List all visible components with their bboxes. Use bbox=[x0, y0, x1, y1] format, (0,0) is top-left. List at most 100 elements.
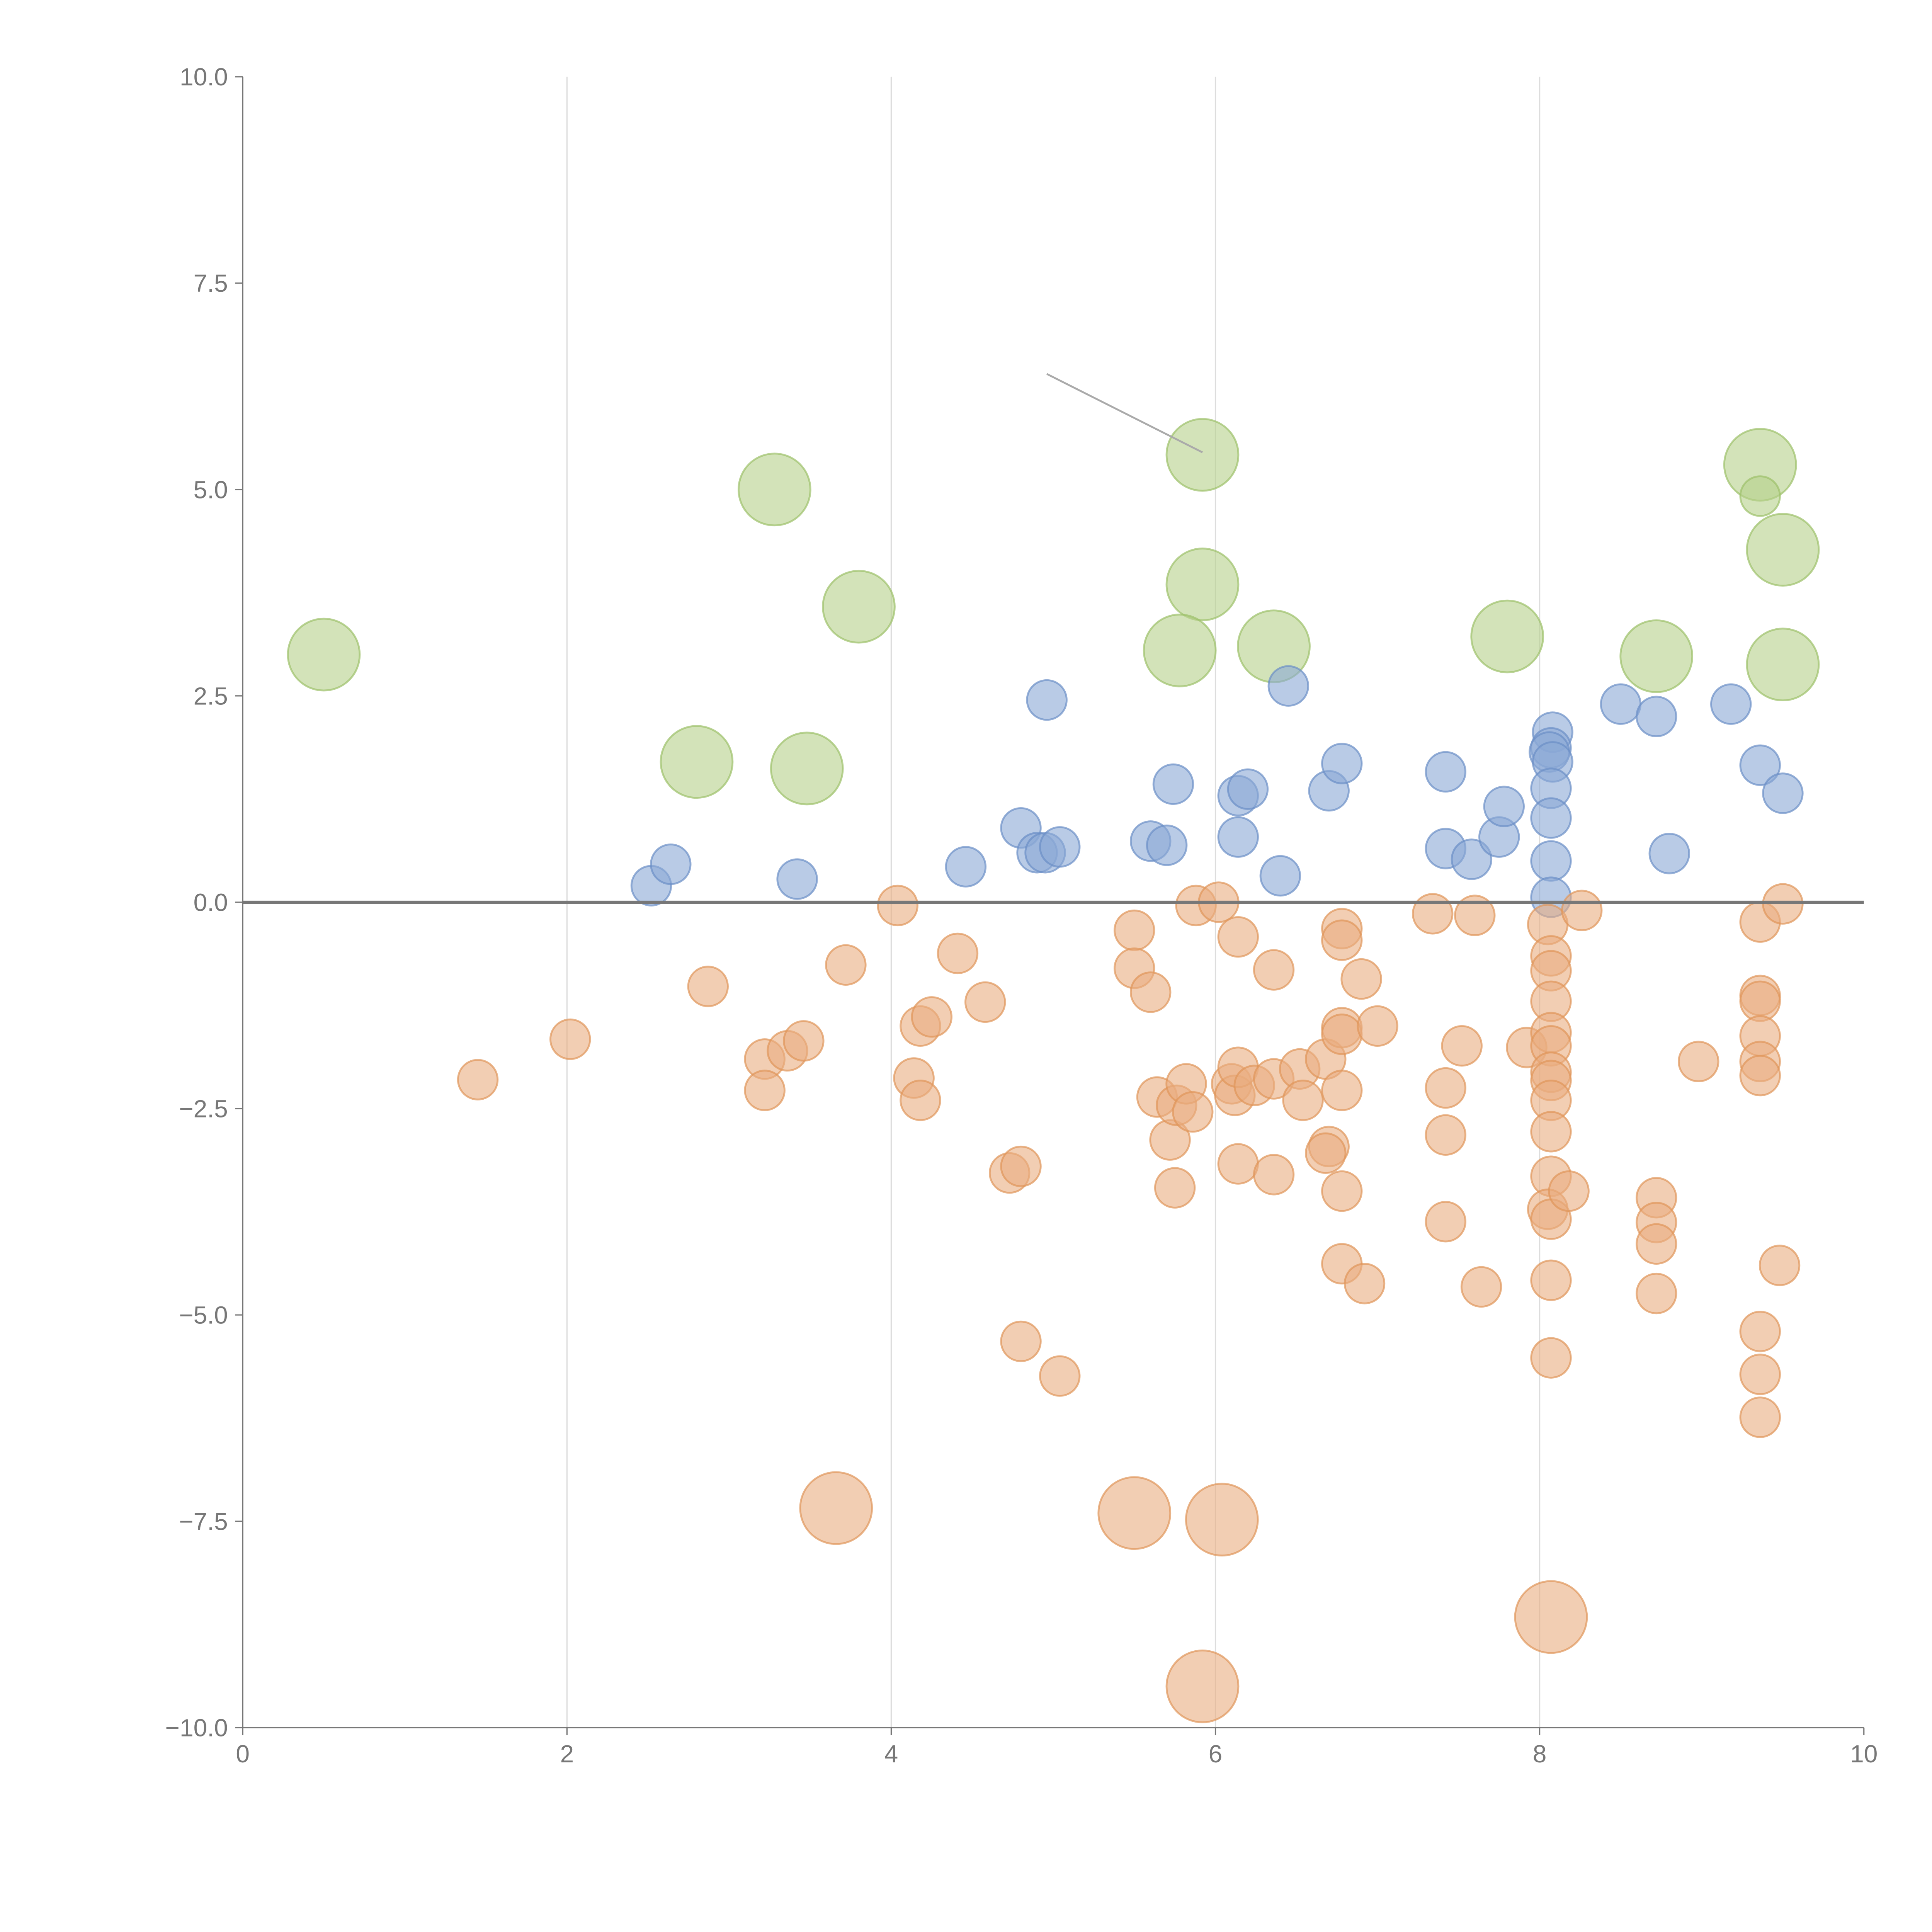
blue-point bbox=[650, 843, 692, 885]
orange-point bbox=[1253, 1154, 1295, 1196]
orange-point bbox=[1425, 1067, 1466, 1109]
data-points bbox=[243, 373, 1864, 1723]
blue-point bbox=[1483, 786, 1525, 827]
orange-point bbox=[1154, 1167, 1196, 1209]
x-tick-label: 6 bbox=[1209, 1740, 1223, 1768]
orange-point bbox=[1762, 883, 1804, 925]
y-tick-label: 10.0 bbox=[180, 63, 228, 91]
blue-point bbox=[1451, 838, 1493, 880]
orange-point bbox=[1130, 971, 1172, 1013]
orange-point bbox=[1344, 1263, 1386, 1304]
blue-point bbox=[1636, 696, 1677, 737]
x-tick-label: 4 bbox=[884, 1740, 898, 1768]
x-tick-label: 2 bbox=[560, 1740, 574, 1768]
blue-point bbox=[1710, 683, 1752, 725]
orange-point bbox=[1739, 1311, 1781, 1352]
orange-point bbox=[825, 944, 867, 986]
orange-point bbox=[1636, 1272, 1677, 1315]
y-tick-label: −10.0 bbox=[165, 1714, 228, 1742]
y-tick-label: 2.5 bbox=[194, 682, 228, 710]
orange-point bbox=[911, 996, 952, 1038]
orange-point bbox=[1321, 1070, 1363, 1111]
orange-point bbox=[783, 1020, 825, 1062]
green-large-point bbox=[737, 452, 811, 527]
y-tick-label: 5.0 bbox=[194, 476, 228, 503]
orange-point bbox=[1425, 1201, 1466, 1243]
orange-point bbox=[1340, 958, 1382, 1000]
orange-point bbox=[1441, 1025, 1483, 1067]
orange-point bbox=[1321, 919, 1363, 961]
orange-point bbox=[1454, 895, 1496, 936]
orange-point bbox=[900, 1079, 941, 1121]
green-large-point bbox=[822, 570, 896, 644]
blue-point bbox=[1259, 855, 1301, 897]
blue-point bbox=[1321, 743, 1363, 784]
orange-large-point bbox=[1165, 1649, 1240, 1723]
orange-point bbox=[1172, 1091, 1214, 1133]
orange-point bbox=[744, 1070, 786, 1111]
blue-point bbox=[1026, 679, 1068, 721]
orange-point bbox=[1321, 1170, 1363, 1212]
green-large-point bbox=[660, 725, 734, 799]
green-large-point bbox=[1619, 619, 1694, 693]
blue-point bbox=[1530, 797, 1572, 839]
orange-point bbox=[1739, 1354, 1781, 1395]
green-large-point bbox=[1470, 599, 1544, 673]
orange-large-point bbox=[799, 1471, 873, 1545]
blue-point bbox=[1267, 665, 1309, 707]
blue-point bbox=[1152, 763, 1194, 805]
orange-point bbox=[1321, 1014, 1363, 1055]
blue-point bbox=[945, 846, 987, 888]
y-tick-label: 0.0 bbox=[194, 888, 228, 916]
orange-point bbox=[1114, 909, 1155, 951]
orange-point bbox=[937, 932, 979, 975]
orange-point bbox=[1460, 1266, 1502, 1308]
orange-point bbox=[1039, 1355, 1081, 1397]
orange-point bbox=[1217, 1143, 1259, 1185]
orange-point bbox=[1548, 1170, 1590, 1212]
orange-point bbox=[1561, 889, 1603, 931]
orange-point bbox=[1357, 1005, 1398, 1047]
green-large-point bbox=[287, 617, 361, 692]
orange-point bbox=[877, 884, 918, 927]
orange-point bbox=[1739, 1054, 1781, 1097]
orange-large-point bbox=[1097, 1476, 1172, 1550]
orange-point bbox=[549, 1018, 591, 1060]
orange-point bbox=[1530, 1259, 1572, 1301]
blue-point bbox=[1530, 840, 1572, 882]
blue-point bbox=[1039, 826, 1081, 868]
y-tick-label: −5.0 bbox=[179, 1301, 228, 1329]
green-large-point bbox=[770, 731, 844, 806]
y-tick-label: −7.5 bbox=[179, 1508, 228, 1536]
orange-point bbox=[1530, 1111, 1572, 1153]
orange-point bbox=[1305, 1132, 1347, 1174]
orange-point bbox=[1000, 1145, 1042, 1187]
orange-point bbox=[1412, 893, 1454, 935]
orange-point bbox=[1000, 1320, 1042, 1362]
blue-point bbox=[776, 858, 818, 900]
blue-point bbox=[1762, 772, 1804, 814]
orange-point bbox=[1530, 1337, 1572, 1379]
blue-point bbox=[1648, 833, 1690, 874]
x-tick-label: 0 bbox=[236, 1740, 250, 1768]
orange-large-point bbox=[1514, 1580, 1588, 1654]
orange-point bbox=[1217, 916, 1259, 958]
orange-point bbox=[687, 966, 729, 1007]
green-large-point bbox=[1746, 513, 1820, 587]
green-small-point bbox=[1739, 475, 1781, 517]
orange-point bbox=[1636, 1223, 1677, 1265]
y-tick-label: −2.5 bbox=[179, 1095, 228, 1122]
blue-point bbox=[1146, 824, 1188, 866]
green-large-point bbox=[1165, 418, 1240, 492]
orange-point bbox=[1678, 1041, 1719, 1082]
orange-large-point bbox=[1185, 1483, 1259, 1557]
x-tick-label: 10 bbox=[1850, 1740, 1878, 1768]
annotation-leader-line bbox=[1046, 373, 1203, 453]
orange-point bbox=[964, 981, 1006, 1023]
orange-point bbox=[1282, 1079, 1324, 1121]
blue-point bbox=[1600, 683, 1642, 725]
orange-point bbox=[457, 1059, 499, 1100]
blue-point bbox=[1227, 768, 1269, 810]
blue-point bbox=[1217, 816, 1259, 858]
